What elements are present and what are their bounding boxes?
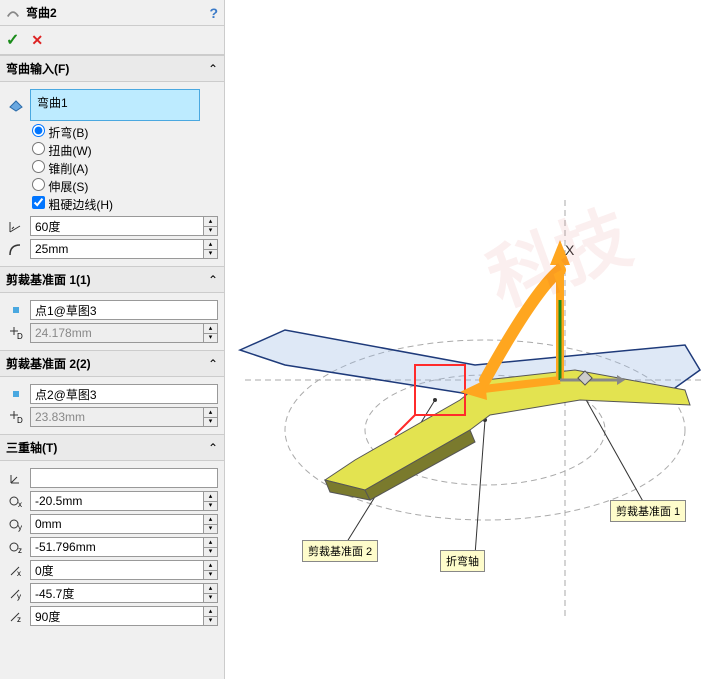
trim1-header: 剪裁基准面 1(1) bbox=[6, 271, 208, 288]
ry-icon: y bbox=[6, 585, 26, 601]
x-icon: x bbox=[6, 493, 26, 509]
body-icon bbox=[6, 97, 26, 113]
collapse-icon[interactable]: ⌃ bbox=[208, 357, 218, 371]
point-icon bbox=[6, 305, 26, 315]
triad-header: 三重轴(T) bbox=[6, 439, 208, 456]
triad-origin[interactable] bbox=[30, 468, 218, 488]
flex-icon bbox=[6, 6, 20, 20]
angle-input[interactable] bbox=[30, 216, 204, 236]
trim1-dist-spin[interactable]: ▴▾ bbox=[204, 323, 218, 343]
svg-text:y: y bbox=[17, 592, 21, 601]
flex-type-radio[interactable] bbox=[32, 178, 45, 191]
rx-icon: x bbox=[6, 562, 26, 578]
rz-icon: z bbox=[6, 608, 26, 624]
triad-x[interactable] bbox=[30, 491, 204, 511]
callout[interactable]: 折弯轴 bbox=[440, 550, 485, 572]
svg-text:z: z bbox=[18, 546, 22, 555]
trim2-point[interactable] bbox=[30, 384, 218, 404]
panel-title: 弯曲2 bbox=[26, 4, 209, 21]
y-icon: y bbox=[6, 516, 26, 532]
trim2-dist-spin[interactable]: ▴▾ bbox=[204, 407, 218, 427]
viewport-3d[interactable]: 科技 X 剪裁基准面 2折弯轴剪裁基准面 1 bbox=[225, 0, 713, 679]
distance-icon: D bbox=[6, 409, 26, 425]
radius-input[interactable] bbox=[30, 239, 204, 259]
flex-type-radio[interactable] bbox=[32, 142, 45, 155]
help-icon[interactable]: ? bbox=[209, 5, 218, 21]
viewport-svg: X bbox=[225, 0, 713, 679]
flex-type-radio[interactable] bbox=[32, 124, 45, 137]
section-input-header: 弯曲输入(F) bbox=[6, 60, 208, 77]
triad-y[interactable] bbox=[30, 514, 204, 534]
collapse-icon[interactable]: ⌃ bbox=[208, 441, 218, 455]
svg-text:X: X bbox=[565, 242, 575, 258]
trim1-point[interactable] bbox=[30, 300, 218, 320]
svg-text:z: z bbox=[17, 615, 21, 624]
z-icon: z bbox=[6, 539, 26, 555]
callout[interactable]: 剪裁基准面 1 bbox=[610, 500, 686, 522]
triad-ry[interactable] bbox=[30, 583, 204, 603]
flex-input-selection[interactable]: 弯曲1 bbox=[30, 89, 200, 121]
svg-text:x: x bbox=[17, 569, 21, 578]
hard-edge-check[interactable] bbox=[32, 196, 45, 209]
radius-spin[interactable]: ▴▾ bbox=[204, 239, 218, 259]
svg-text:D: D bbox=[17, 416, 23, 425]
collapse-icon[interactable]: ⌃ bbox=[208, 273, 218, 287]
collapse-icon[interactable]: ⌃ bbox=[208, 62, 218, 76]
callout[interactable]: 剪裁基准面 2 bbox=[302, 540, 378, 562]
svg-text:y: y bbox=[18, 523, 22, 532]
triad-rz[interactable] bbox=[30, 606, 204, 626]
radius-icon bbox=[6, 241, 26, 257]
triad-rx[interactable] bbox=[30, 560, 204, 580]
ok-button[interactable]: ✓ bbox=[6, 30, 19, 50]
trim2-header: 剪裁基准面 2(2) bbox=[6, 355, 208, 372]
trim2-dist bbox=[30, 407, 204, 427]
origin-icon bbox=[6, 470, 26, 486]
angle-icon bbox=[6, 218, 26, 234]
angle-spin[interactable]: ▴▾ bbox=[204, 216, 218, 236]
distance-icon: D bbox=[6, 325, 26, 341]
trim1-dist bbox=[30, 323, 204, 343]
svg-text:D: D bbox=[17, 332, 23, 341]
cancel-button[interactable]: ✕ bbox=[31, 32, 43, 49]
svg-text:x: x bbox=[18, 500, 22, 509]
flex-type-radio[interactable] bbox=[32, 160, 45, 173]
property-panel: 弯曲2 ? ✓ ✕ 弯曲输入(F) ⌃ 弯曲1 折弯(B) 扭曲(W) 锥削(A… bbox=[0, 0, 225, 679]
triad-z[interactable] bbox=[30, 537, 204, 557]
point-icon bbox=[6, 389, 26, 399]
